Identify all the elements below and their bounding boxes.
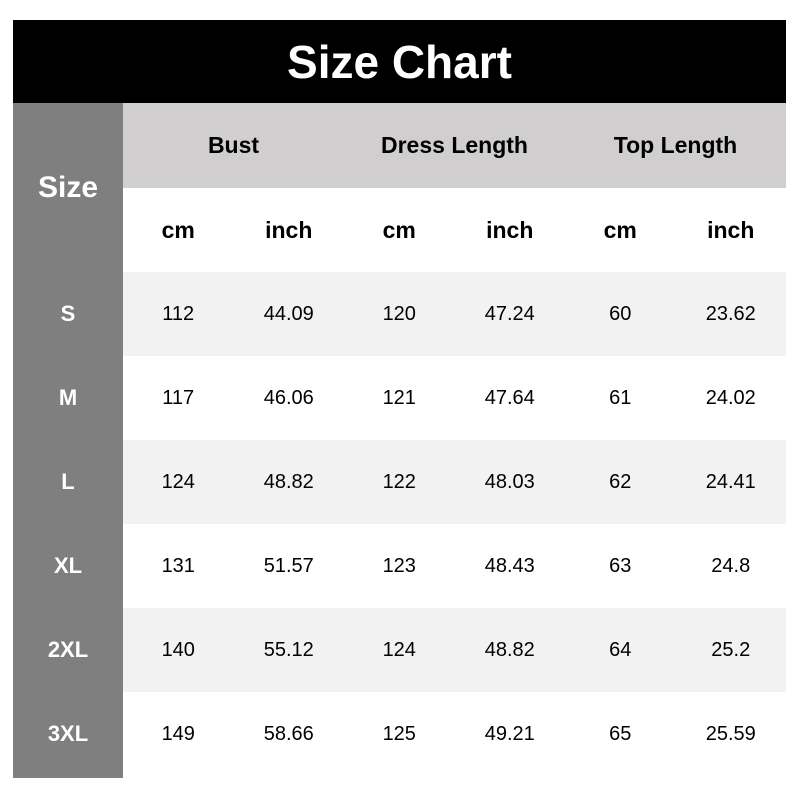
table-cell: 61	[609, 386, 632, 409]
group-header-bust: Bust	[207, 132, 260, 158]
unit-header: cm	[382, 216, 416, 243]
unit-header: cm	[603, 216, 637, 243]
size-label: 3XL	[47, 721, 89, 746]
table-cell: 64	[609, 638, 632, 661]
table-row: 140 55.12 124 48.82 64 25.2	[123, 608, 786, 692]
table-cell: 140	[161, 638, 195, 661]
table-cell: 24.41	[705, 470, 756, 493]
size-column: Size S M L XL 2XL 3XL	[13, 103, 123, 778]
size-header: Size	[37, 170, 99, 204]
size-label: M	[58, 385, 78, 410]
table-cell: 62	[609, 470, 632, 493]
group-header-dress-length: Dress Length	[381, 132, 528, 158]
table-cell: 25.2	[711, 638, 751, 661]
table-row: 124 48.82 122 48.03 62 24.41	[123, 440, 786, 524]
table-cell: 49.21	[484, 722, 535, 745]
table-cell: 44.09	[263, 302, 314, 325]
table-cell: 48.43	[484, 554, 535, 577]
group-header-top-length: Top Length	[613, 132, 738, 158]
table-cell: 48.82	[263, 470, 314, 493]
table-cell: 23.62	[705, 302, 756, 325]
table-row: 149 58.66 125 49.21 65 25.59	[123, 692, 786, 776]
table-cell: 117	[162, 386, 195, 409]
table-cell: 24.8	[711, 554, 751, 577]
table-cell: 121	[382, 386, 416, 409]
table-cell: 149	[161, 722, 195, 745]
table-cell: 122	[382, 470, 416, 493]
unit-header: inch	[707, 216, 755, 243]
table-cell: 48.03	[484, 470, 535, 493]
table-cell: 124	[382, 638, 416, 661]
table-cell: 120	[382, 302, 416, 325]
chart-title: Size Chart	[13, 20, 786, 103]
table-cell: 47.64	[484, 386, 535, 409]
size-label: 2XL	[47, 637, 89, 662]
table-cell: 24.02	[705, 386, 756, 409]
table-cell: 123	[382, 554, 416, 577]
table-row: 112 44.09 120 47.24 60 23.62	[123, 272, 786, 356]
table-row: 117 46.06 121 47.64 61 24.02	[123, 356, 786, 440]
table-cell: 112	[162, 302, 195, 325]
table-cell: 51.57	[263, 554, 314, 577]
unit-header-row: cm inch cm inch cm inch	[123, 188, 786, 272]
table-cell: 25.59	[705, 722, 756, 745]
table-cell: 65	[609, 722, 632, 745]
table-cell: 125	[382, 722, 416, 745]
unit-header: inch	[265, 216, 313, 243]
table-cell: 63	[609, 554, 632, 577]
group-header-row: Bust Dress Length Top Length	[123, 103, 786, 188]
size-label: L	[61, 469, 75, 494]
size-label: S	[60, 301, 76, 326]
table-cell: 47.24	[484, 302, 535, 325]
table-cell: 124	[161, 470, 195, 493]
unit-header: cm	[161, 216, 195, 243]
size-label: XL	[53, 553, 83, 578]
table-cell: 46.06	[263, 386, 314, 409]
table-cell: 131	[161, 554, 195, 577]
table-cell: 58.66	[263, 722, 314, 745]
table-row: 131 51.57 123 48.43 63 24.8	[123, 524, 786, 608]
table-cell: 55.12	[263, 638, 314, 661]
table-cell: 48.82	[484, 638, 535, 661]
unit-header: inch	[486, 216, 534, 243]
table-cell: 60	[609, 302, 632, 325]
